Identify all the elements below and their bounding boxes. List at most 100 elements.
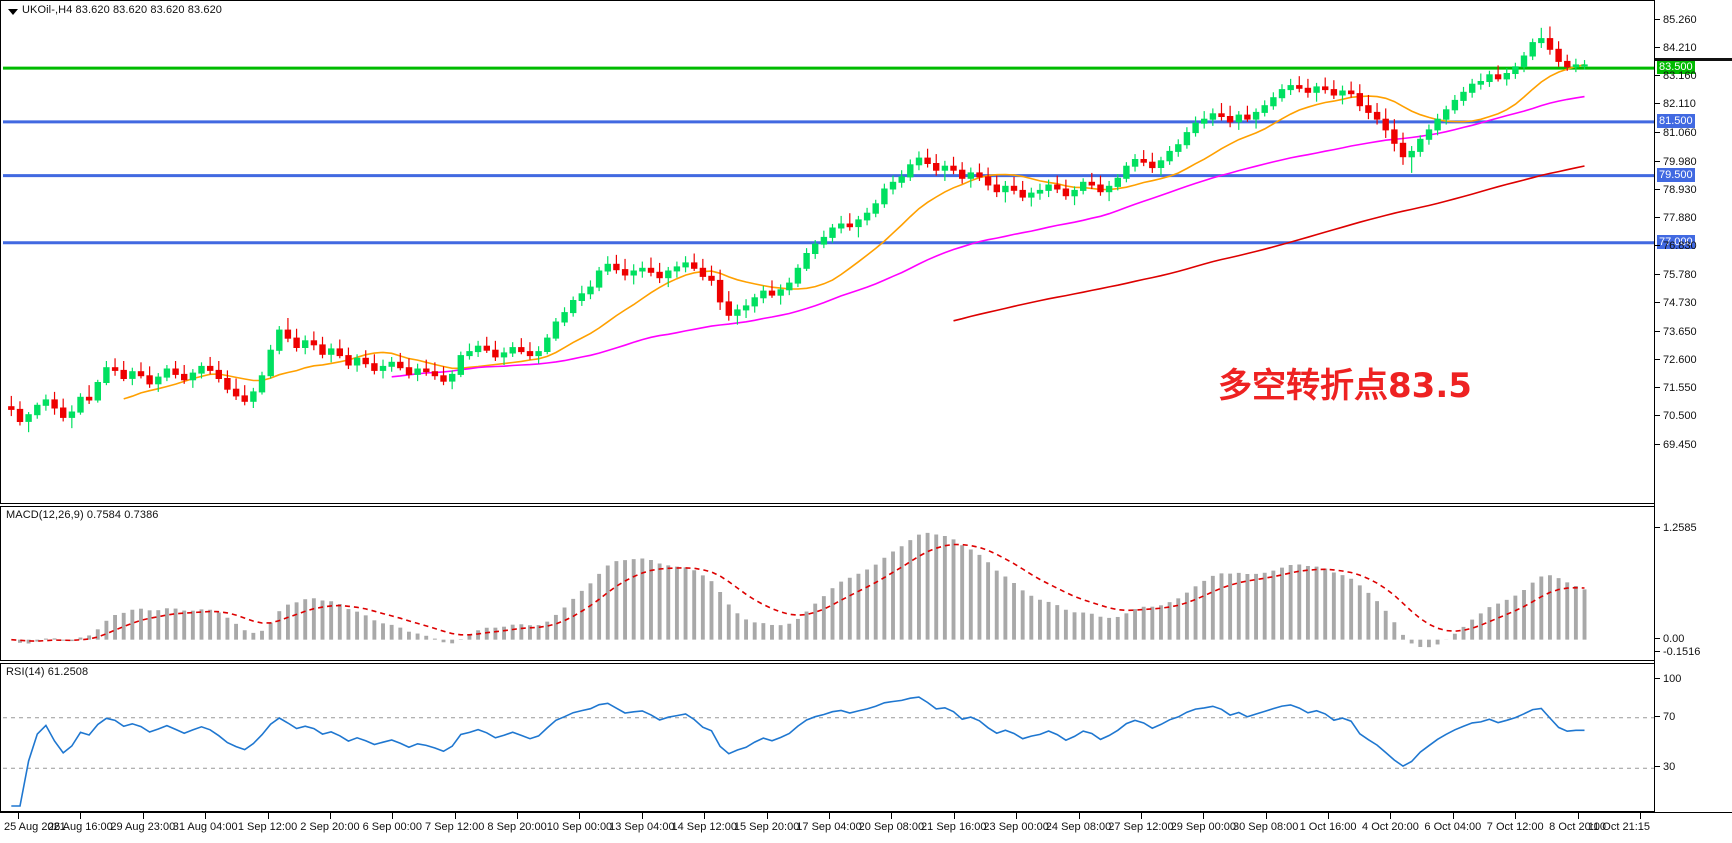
- time-axis[interactable]: 25 Aug 2021 26 Aug 16:00 29 Aug 23:00 31 Au…: [0, 812, 1732, 843]
- tick-mark: [1655, 273, 1660, 275]
- time-tick-mark: [1140, 813, 1142, 819]
- symbol-header: UKOil-,H4 83.620 83.620 83.620 83.620: [22, 4, 223, 16]
- tick-mark: [1655, 678, 1660, 679]
- macd-tick-min-text: -0.1516: [1663, 646, 1701, 658]
- time-label: 25 Aug 2021: [4, 821, 66, 833]
- price-tick-label: 71.550: [1663, 382, 1697, 395]
- tick-mark: [1655, 188, 1660, 190]
- time-tick-mark: [1265, 813, 1267, 819]
- tick-mark: [1655, 330, 1660, 332]
- tick-mark: [1655, 217, 1660, 219]
- time-label: 24 Sep 08:00: [1045, 821, 1112, 833]
- price-tick-70-500: 70.500: [1655, 409, 1732, 423]
- time-label: 17 Sep 04:00: [796, 821, 862, 833]
- time-tick-mark: [267, 813, 269, 819]
- time-label: 26 Aug 16:00: [47, 821, 113, 833]
- price-tick-label: 83.160: [1663, 70, 1697, 83]
- price-tick-label: 76.830: [1663, 240, 1697, 253]
- price-chart-panel[interactable]: [0, 0, 1732, 504]
- time-label: 7 Oct 12:00: [1486, 821, 1544, 833]
- time-tick-mark: [205, 813, 207, 819]
- time-label: 8 Oct 20:00: [1549, 821, 1607, 833]
- time-tick-mark: [766, 813, 768, 819]
- time-label: 23 Sep 00:00: [983, 821, 1049, 833]
- rsi-tick-100: 100: [1655, 672, 1732, 686]
- time-label: 13 Sep 04:00: [609, 821, 675, 833]
- price-tick-77-880: 77.880: [1655, 211, 1732, 225]
- tick-mark: [1655, 387, 1660, 389]
- tick-mark: [1655, 651, 1660, 652]
- tick-mark: [1655, 103, 1660, 105]
- price-tick-79-980: 79.980: [1655, 155, 1732, 169]
- price-tick-83-160: 83.160: [1655, 69, 1732, 83]
- tick-mark: [1655, 75, 1660, 77]
- time-tick-mark: [641, 813, 643, 819]
- time-label: 11 Oct 21:15: [1587, 821, 1650, 833]
- time-tick-mark: [1078, 813, 1080, 819]
- price-tick-82-110: 82.110: [1655, 97, 1732, 111]
- time-label: 8 Sep 20:00: [487, 821, 547, 833]
- time-tick-mark: [1515, 813, 1517, 819]
- time-tick-mark: [1328, 813, 1330, 819]
- tick-mark: [1655, 131, 1660, 133]
- time-tick-mark: [1452, 813, 1454, 819]
- tick-mark: [1655, 443, 1660, 445]
- time-label: 14 Sep 12:00: [671, 821, 737, 833]
- tick-mark: [1655, 47, 1660, 49]
- time-tick-mark: [80, 813, 82, 819]
- price-tick-77-000: 77.000: [1655, 234, 1732, 249]
- time-label: 7 Sep 12:00: [425, 821, 485, 833]
- price-tick-label: 79.500: [1657, 167, 1695, 182]
- price-tick-78-930: 78.930: [1655, 183, 1732, 197]
- tick-mark: [1655, 527, 1660, 528]
- chart-annotation-text[interactable]: 多空转折点83.5: [1218, 366, 1472, 406]
- price-tick-label: 75.780: [1663, 268, 1697, 281]
- price-tick-label: 70.500: [1663, 410, 1697, 423]
- macd-tick-min: -0.1516: [1655, 645, 1732, 659]
- price-plot-area[interactable]: [1, 1, 1731, 503]
- time-tick-mark: [392, 813, 394, 819]
- price-tick-label: 73.650: [1663, 325, 1697, 338]
- price-scale[interactable]: 85.260 84.210 83.500 83.160 82.110 81.500 81.0…: [1655, 0, 1732, 812]
- time-label: 4 Oct 20:00: [1362, 821, 1419, 833]
- time-label: 29 Aug 23:00: [110, 821, 176, 833]
- price-tick-label: 74.730: [1663, 296, 1697, 309]
- rsi-tick-100-text: 100: [1663, 673, 1682, 685]
- price-tick-79-500: 79.500: [1655, 167, 1732, 182]
- time-tick-mark: [329, 813, 331, 819]
- time-tick-mark: [891, 813, 893, 819]
- macd-caption: MACD(12,26,9) 0.7584 0.7386: [6, 509, 159, 521]
- rsi-plot-area[interactable]: [1, 664, 1731, 811]
- price-tick-label: 72.600: [1663, 353, 1697, 366]
- rsi-caption: RSI(14) 61.2508: [6, 666, 89, 678]
- price-tick-label: 81.060: [1663, 126, 1697, 139]
- time-tick-mark: [1016, 813, 1018, 819]
- tick-mark: [1655, 245, 1660, 247]
- time-label: 29 Sep 00:00: [1170, 821, 1237, 833]
- triangle-down-icon[interactable]: [8, 9, 18, 15]
- macd-tick-zero: 0.00: [1655, 632, 1732, 646]
- time-label: 6 Sep 00:00: [362, 821, 422, 833]
- time-tick-mark: [953, 813, 955, 819]
- time-label: 31 Aug 04:00: [172, 821, 238, 833]
- macd-panel[interactable]: [0, 506, 1732, 661]
- rsi-panel[interactable]: [0, 663, 1732, 812]
- price-tick-label: 77.880: [1663, 212, 1697, 225]
- rsi-tick-30: 30: [1655, 760, 1732, 774]
- time-tick-mark: [1390, 813, 1392, 819]
- macd-tick-max-text: 1.2585: [1663, 522, 1697, 534]
- tick-mark: [1655, 160, 1660, 162]
- price-series-layer: [3, 26, 1654, 433]
- price-tick-label: 81.500: [1657, 113, 1695, 128]
- price-tick-72-600: 72.600: [1655, 353, 1732, 367]
- rsi-tick-70-text: 70: [1663, 710, 1676, 723]
- time-label: 1 Sep 12:00: [237, 821, 298, 833]
- price-tick-label: 78.930: [1663, 183, 1697, 196]
- time-label: 10 Sep 00:00: [546, 821, 613, 833]
- macd-tick-zero-text: 0.00: [1663, 632, 1685, 645]
- scale-separator: [1654, 0, 1655, 812]
- price-tick-label: 84.210: [1663, 42, 1697, 55]
- price-tick-label: 83.500: [1657, 60, 1695, 75]
- macd-plot-area[interactable]: [1, 507, 1731, 660]
